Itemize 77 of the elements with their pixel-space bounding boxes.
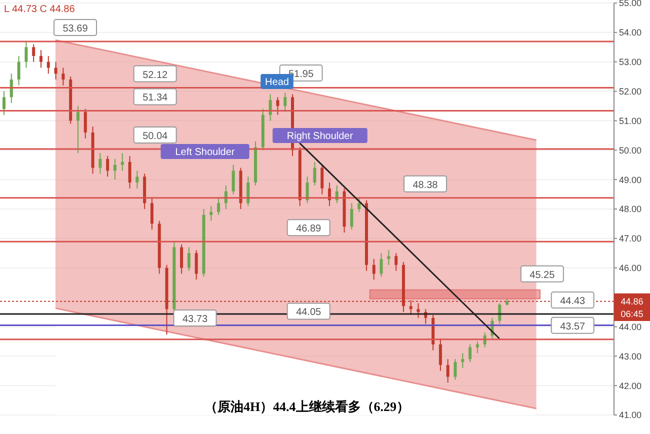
y-tick-label: 46.00 [619, 263, 642, 274]
candlestick [32, 44, 36, 62]
candlestick [358, 196, 361, 212]
candlestick [210, 206, 213, 222]
ref-line-label: 43.57 [560, 321, 586, 332]
annotation: Right Shoulder [286, 131, 354, 142]
candlestick [46, 55, 50, 74]
y-tick-label: 48.00 [619, 204, 642, 214]
ref-line-label: 46.89 [296, 224, 322, 235]
candlestick [268, 94, 272, 122]
candlestick [320, 164, 324, 195]
candlestick [498, 302, 502, 324]
candlestick [476, 340, 479, 354]
candlestick [461, 352, 464, 368]
candlestick [136, 170, 139, 189]
candlestick [84, 108, 87, 139]
annotation: Head [265, 77, 289, 88]
candlestick [24, 41, 28, 68]
candlestick [416, 302, 420, 318]
text: 06:45 [620, 309, 644, 319]
ref-line-label: 44.05 [296, 307, 322, 318]
candlestick [372, 258, 376, 280]
ref-line-label: 51.34 [142, 92, 168, 104]
candlestick [10, 73, 13, 104]
y-tick-label: 41.00 [619, 410, 642, 420]
candlestick [313, 161, 316, 186]
text: （原油4H）44.4上继续看多（6.29） [203, 398, 411, 416]
candlestick [54, 61, 58, 80]
candlestick [194, 250, 198, 280]
y-tick-label: 43.00 [619, 351, 642, 362]
y-tick-label: 42.00 [619, 380, 642, 391]
y-tick-label: 49.00 [619, 174, 642, 185]
candlestick [217, 196, 220, 216]
y-tick-label: 52.00 [619, 86, 642, 96]
candlestick [180, 244, 184, 274]
candlestick [98, 152, 102, 174]
candlestick [454, 358, 457, 380]
annotation: Left Shoulder [175, 147, 236, 158]
ref-line-label: 44.43 [560, 296, 586, 308]
ref-line-label: 50.04 [142, 130, 168, 142]
candlestick [39, 50, 42, 68]
candlestick [438, 338, 442, 372]
candlestick [17, 55, 20, 86]
ref-line-label: 52.12 [142, 70, 168, 81]
candlestick [2, 90, 6, 116]
y-tick-label: 50.00 [619, 145, 642, 156]
candlestick [128, 156, 132, 189]
candlestick [106, 156, 110, 178]
candlestick [150, 196, 154, 230]
y-tick-label: 55.00 [619, 0, 642, 8]
annotation: L 44.73 C 44.86 [4, 4, 76, 15]
candlestick [446, 358, 450, 384]
band-label: 45.25 [530, 270, 556, 281]
candlestick [284, 92, 287, 112]
candlestick [187, 246, 190, 272]
candlestick [350, 202, 354, 230]
y-tick-label: 51.00 [619, 116, 642, 126]
y-tick-label: 44.00 [619, 322, 642, 332]
candlestick [76, 106, 80, 154]
candlestick [62, 67, 65, 86]
candlestick [387, 250, 390, 266]
ref-line-label: 48.38 [412, 180, 438, 191]
y-tick-label: 54.00 [619, 28, 642, 38]
candlestick [380, 252, 383, 278]
y-tick-label: 47.00 [619, 234, 642, 244]
ref-line-label: 53.69 [62, 24, 88, 35]
candlestick [232, 164, 235, 195]
candlestick [468, 344, 472, 363]
candlestick [120, 152, 124, 172]
candlestick [394, 252, 398, 272]
y-tick-label: 53.00 [619, 57, 642, 68]
candlestick [113, 158, 116, 180]
candlestick [306, 176, 309, 204]
ref-line-label: 44.86 [620, 296, 644, 306]
annotation: 43.73 [182, 314, 208, 325]
candlestick [246, 176, 250, 207]
candlestick [276, 96, 280, 116]
